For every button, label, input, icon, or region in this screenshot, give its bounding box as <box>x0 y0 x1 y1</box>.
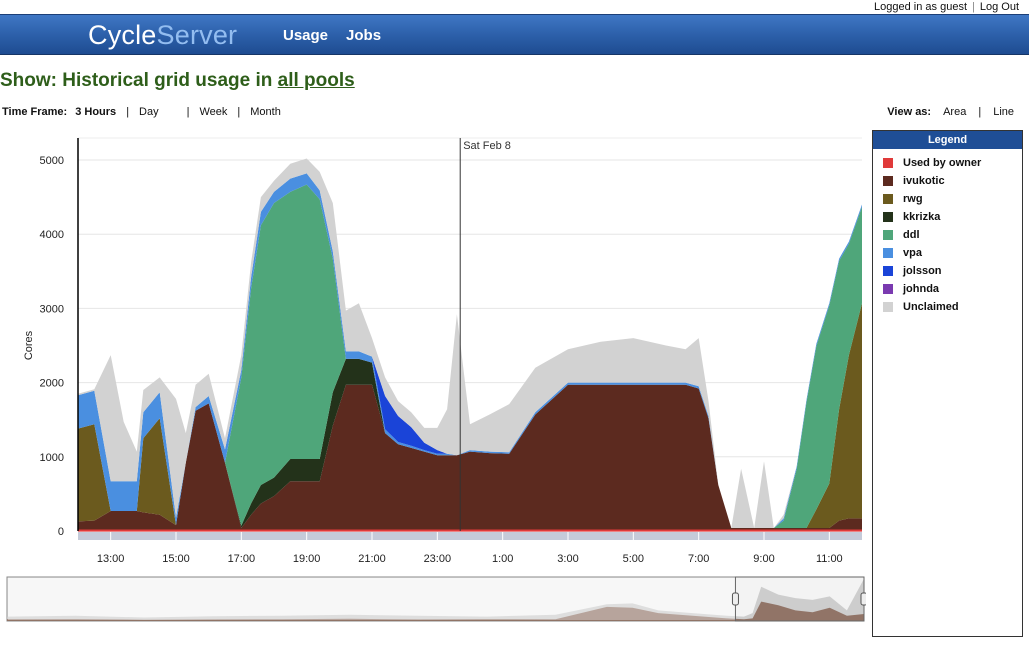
time-frame-separator: | <box>237 106 241 118</box>
legend-item-vpa[interactable]: vpa <box>883 244 1022 262</box>
legend-label: ddl <box>903 229 920 241</box>
y-tick-label: 4000 <box>40 229 64 241</box>
legend-swatch <box>883 284 893 294</box>
legend-swatch <box>883 230 893 240</box>
y-tick-label: 2000 <box>40 378 64 390</box>
legend-title: Legend <box>873 131 1022 149</box>
legend-label: Unclaimed <box>903 301 959 313</box>
nav-jobs-link[interactable]: Jobs <box>346 27 382 44</box>
view-as-selector: View as: Area | Line <box>887 106 1014 118</box>
overview-handle-left[interactable] <box>731 592 739 606</box>
legend-label: vpa <box>903 247 922 259</box>
time-frame-separator: | <box>186 106 190 118</box>
time-frame-separator: | <box>126 106 130 118</box>
x-tick-label: 9:00 <box>753 553 774 565</box>
overview-handle-right[interactable] <box>860 592 866 606</box>
legend-swatch <box>883 212 893 222</box>
brand-logo-part1: Cycle <box>88 20 157 50</box>
legend-item-ddl[interactable]: ddl <box>883 226 1022 244</box>
legend-item-unclaimed[interactable]: Unclaimed <box>883 298 1022 316</box>
time-frame-week[interactable]: Week <box>199 106 228 118</box>
page-title-prefix: Show: Historical grid usage in <box>0 70 278 91</box>
brand-logo-part2: Server <box>156 20 238 50</box>
time-frame-month[interactable]: Month <box>250 106 281 118</box>
x-tick-label: 23:00 <box>424 553 452 565</box>
legend-item-ivukotic[interactable]: ivukotic <box>883 172 1022 190</box>
legend-label: johnda <box>903 283 940 295</box>
brand-logo[interactable]: CycleServer <box>88 20 237 51</box>
legend-label: Used by owner <box>903 157 982 169</box>
series-area-ivukotic <box>78 384 862 530</box>
login-status: Logged in as guest <box>874 0 967 13</box>
legend-label: kkrizka <box>903 211 941 223</box>
legend-list: Used by owner ivukotic rwg kkrizka ddl vpa jol… <box>873 149 1022 316</box>
series-area-rwg <box>78 303 862 528</box>
legend-item-johnda[interactable]: johnda <box>883 280 1022 298</box>
navigation-bar: CycleServer Usage Jobs <box>0 14 1029 55</box>
legend-item-rwg[interactable]: rwg <box>883 190 1022 208</box>
legend-label: rwg <box>903 193 923 205</box>
legend-item-kkrizka[interactable]: kkrizka <box>883 208 1022 226</box>
legend-swatch <box>883 176 893 186</box>
y-tick-label: 0 <box>58 526 64 538</box>
x-tick-label: 1:00 <box>492 553 513 565</box>
time-frame-selector: Time Frame: 3 Hours | Day | Week | Month <box>2 106 281 118</box>
time-frame-day[interactable]: Day <box>139 106 159 118</box>
x-tick-label: 19:00 <box>293 553 321 565</box>
page-title: Show: Historical grid usage in all pools <box>0 70 355 92</box>
userbar-separator: | <box>972 0 975 13</box>
time-frame-label: Time Frame: <box>2 106 68 118</box>
x-tick-label: 21:00 <box>358 553 386 565</box>
day-marker-label: Sat Feb 8 <box>463 140 511 152</box>
x-tick-label: 15:00 <box>162 553 190 565</box>
overview-shade <box>8 578 736 620</box>
usage-chart[interactable]: 0 1000 2000 3000 4000 5000 Cores Sat Feb 8 13:00… <box>0 130 866 630</box>
x-tick-label: 7:00 <box>688 553 709 565</box>
legend-item-used-by-owner[interactable]: Used by owner <box>883 154 1022 172</box>
x-tick-label: 13:00 <box>97 553 125 565</box>
legend-label: jolsson <box>903 265 942 277</box>
view-as-line[interactable]: Line <box>993 106 1014 118</box>
series-area-ddl <box>78 184 862 528</box>
overview-area-total <box>7 578 864 621</box>
view-as-area[interactable]: Area <box>943 106 967 118</box>
legend-swatch <box>883 266 893 276</box>
x-tick-label: 5:00 <box>623 553 644 565</box>
legend-swatch <box>883 302 893 312</box>
y-tick-label: 5000 <box>40 155 64 167</box>
legend-panel: Legend Used by owner ivukotic rwg kkrizka dd… <box>872 130 1023 637</box>
x-axis-band <box>78 532 862 540</box>
overview-area-used <box>7 601 864 621</box>
nav-links: Usage Jobs <box>283 27 381 44</box>
y-tick-label: 1000 <box>40 452 64 464</box>
legend-swatch <box>883 194 893 204</box>
pool-selector-link[interactable]: all pools <box>277 70 355 91</box>
logout-link[interactable]: Log Out <box>979 0 1019 13</box>
x-tick-label: 11:00 <box>816 553 843 565</box>
nav-usage-link[interactable]: Usage <box>283 27 329 44</box>
x-tick-label: 3:00 <box>557 553 578 565</box>
legend-swatch <box>883 158 893 168</box>
x-tick-label: 17:00 <box>228 553 256 565</box>
overview-panel <box>6 576 865 622</box>
legend-item-jolsson[interactable]: jolsson <box>883 262 1022 280</box>
legend-swatch <box>883 248 893 258</box>
y-tick-label: 3000 <box>40 303 64 315</box>
legend-label: ivukotic <box>903 175 945 187</box>
y-axis-label: Cores <box>23 330 35 360</box>
view-as-label: View as: <box>887 106 932 118</box>
user-bar: Logged in as guest | Log Out <box>874 0 1019 13</box>
view-as-separator: | <box>978 106 982 118</box>
time-frame-3-hours[interactable]: 3 Hours <box>75 106 117 118</box>
